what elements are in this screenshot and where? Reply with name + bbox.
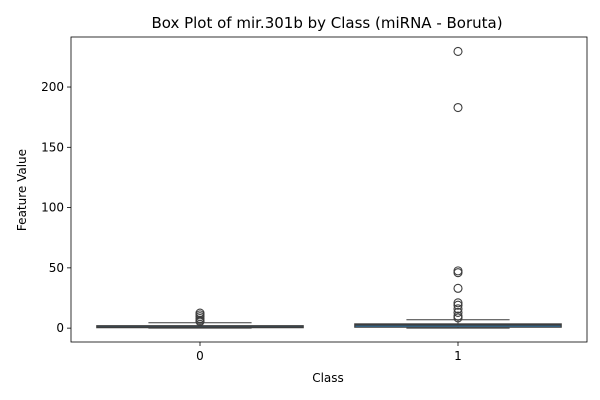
- y-axis: 0 50 100 150 200: [41, 80, 71, 335]
- box-group-class-0: [96, 308, 304, 329]
- outlier-point: [453, 307, 463, 318]
- y-tick-label: 50: [49, 261, 64, 275]
- x-axis-label: Class: [312, 371, 344, 385]
- outlier-point: [453, 266, 463, 276]
- x-tick-label: 1: [454, 349, 462, 363]
- outlier-point: [453, 304, 463, 314]
- y-tick-label: 100: [41, 201, 64, 215]
- outlier-point: [453, 268, 463, 278]
- outlier-point: [453, 300, 463, 310]
- y-tick-label: 0: [56, 321, 64, 335]
- outlier-point: [453, 283, 463, 293]
- outlier-point: [453, 102, 463, 113]
- box-group-class-1: [354, 46, 562, 329]
- x-tick-label: 0: [196, 349, 204, 363]
- y-tick-label: 150: [41, 140, 64, 154]
- plot-frame: [70, 36, 588, 343]
- chart-title: Box Plot of mir.301b by Class (miRNA - B…: [151, 14, 502, 32]
- y-axis-label: Feature Value: [15, 149, 29, 231]
- y-tick-label: 200: [41, 80, 64, 94]
- outlier-point: [453, 298, 463, 308]
- outlier-point: [453, 311, 463, 321]
- plot-area: [96, 46, 562, 329]
- outlier-point: [453, 46, 463, 57]
- outlier-point: [195, 308, 205, 318]
